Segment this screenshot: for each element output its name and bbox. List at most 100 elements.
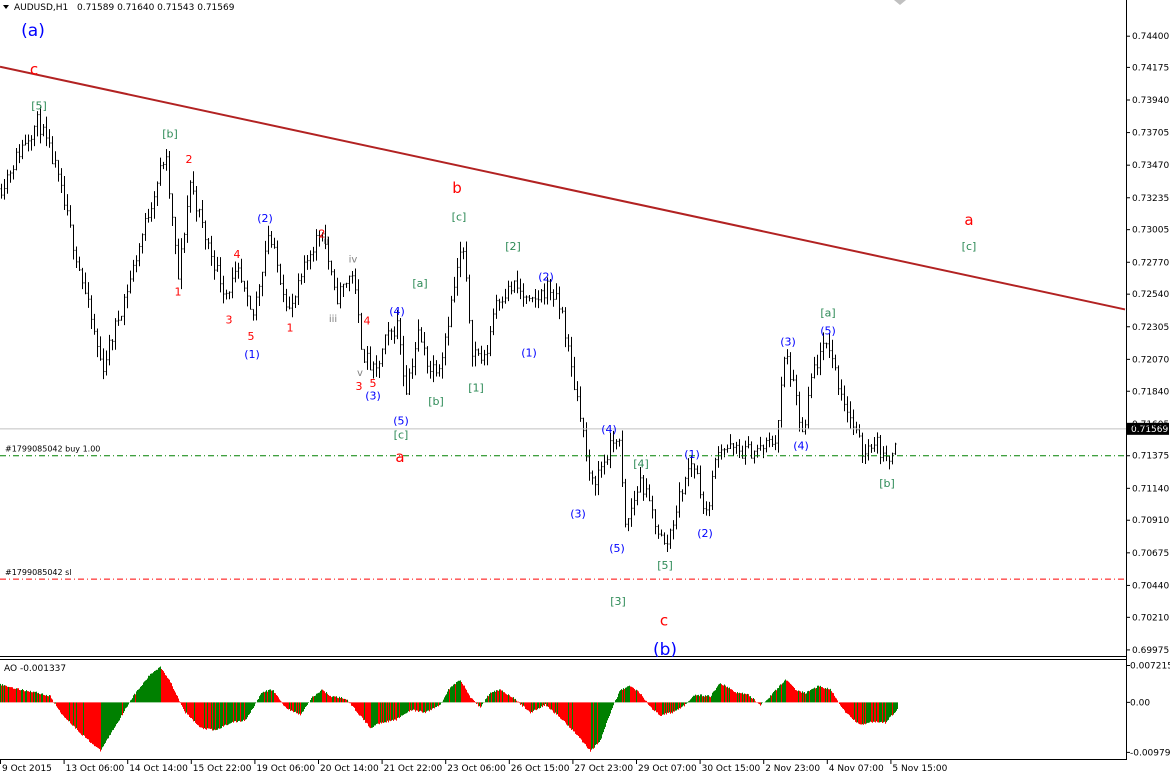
wave-label: (2) (697, 527, 713, 540)
time-tick-label: 14 Oct 14:00 (129, 764, 188, 774)
wave-label: [a] (412, 277, 427, 290)
time-tick-label: 26 Oct 15:00 (511, 764, 570, 774)
time-axis: 9 Oct 2015 13 Oct 06:00 14 Oct 14:00 15 Oct… (0, 760, 948, 774)
order-level-label: #1799085042 buy 1.00 (5, 445, 100, 454)
time-tick-label: 23 Oct 06:00 (447, 764, 506, 774)
wave-label: [c] (962, 240, 977, 253)
symbol-label: AUDUSD,H1 (14, 3, 68, 13)
wave-label: c (660, 612, 668, 630)
ao-tick-label: 0.00 (1130, 698, 1150, 708)
time-tick-label: 2 Nov 23:00 (765, 764, 820, 774)
wave-label: 2 (319, 227, 326, 240)
time-tick-label: 15 Oct 22:00 (193, 764, 252, 774)
time-tick-label: 13 Oct 06:00 (66, 764, 125, 774)
price-tick-label: 0.71140 (1132, 484, 1169, 494)
wave-label: 4 (234, 248, 241, 261)
time-tick-label: 27 Oct 23:00 (574, 764, 633, 774)
time-tick-label: 19 Oct 06:00 (256, 764, 315, 774)
price-tick-label: 0.69975 (1132, 646, 1169, 656)
price-tick-label: 0.72540 (1132, 290, 1169, 300)
wave-label: (b) (653, 640, 677, 660)
wave-label: c (30, 60, 38, 78)
time-tick-label: 29 Oct 07:00 (638, 764, 697, 774)
wave-label: (1) (521, 347, 537, 360)
chart-menu-icon[interactable] (3, 5, 9, 9)
trendline-group (0, 65, 1126, 311)
ao-tick-label: 0.007215 (1130, 661, 1170, 671)
wave-label: (a) (21, 21, 45, 41)
wave-label: [c] (452, 211, 467, 224)
wave-label: v (357, 368, 363, 379)
wave-label: iii (329, 314, 337, 325)
trendline[interactable] (0, 65, 1126, 311)
ao-axis: 0.007215 0.00 -0.009794 (1126, 661, 1170, 758)
price-tick-label: 0.73940 (1132, 96, 1169, 106)
wave-label: (1) (244, 348, 260, 361)
wave-label: (1) (684, 448, 700, 461)
wave-label: (5) (820, 324, 836, 337)
wave-label: (3) (365, 390, 381, 403)
price-tick-label: 0.73235 (1132, 194, 1169, 204)
price-tick-label: 0.73470 (1132, 161, 1169, 171)
price-tick-label: 0.70675 (1132, 549, 1169, 559)
current-price-box (1127, 422, 1169, 435)
wave-label: 5 (248, 330, 255, 343)
wave-label: [c] (394, 428, 409, 441)
price-tick-label: 0.72305 (1132, 323, 1169, 333)
wave-label: [5] (657, 559, 673, 572)
price-tick-label: 0.70210 (1132, 613, 1169, 623)
wave-label: [2] (505, 240, 521, 253)
price-tick-label: 0.70910 (1132, 516, 1169, 526)
time-tick-label: 4 Nov 07:00 (829, 764, 884, 774)
wave-label: [4] (633, 458, 649, 471)
ao-indicator-label: AO -0.001337 (4, 664, 66, 674)
ohlc-values: 0.71589 0.71640 0.71543 0.71569 (77, 3, 235, 13)
wave-label: 1 (175, 286, 182, 299)
candles-group (0, 106, 897, 553)
wave-label: [5] (31, 100, 47, 113)
price-tick-label: 0.71840 (1132, 387, 1169, 397)
wave-label: [a] (820, 306, 835, 319)
wave-label: [1] (468, 381, 484, 394)
wave-label: (5) (609, 542, 625, 555)
wave-label: 5 (370, 377, 377, 390)
price-tick-label: 0.72070 (1132, 355, 1169, 365)
wave-label: 4 (364, 315, 371, 328)
wave-label: a (964, 211, 973, 229)
scroll-marker-icon[interactable] (894, 0, 906, 5)
wave-label: ii (323, 236, 329, 247)
ao-histogram (0, 666, 898, 752)
wave-label: (4) (793, 440, 809, 453)
price-tick-label: 0.71605 (1132, 420, 1169, 430)
wave-label: a (395, 448, 404, 466)
wave-label: (3) (570, 507, 586, 520)
wave-label: (2) (538, 270, 554, 283)
wave-label: b (452, 179, 462, 197)
time-tick-label: 30 Oct 15:00 (702, 764, 761, 774)
wave-label: [3] (610, 595, 626, 608)
price-tick-label: 0.74400 (1132, 32, 1169, 42)
wave-label: 2 (186, 153, 193, 166)
time-tick-label: 9 Oct 2015 (2, 764, 52, 774)
current-price-label: 0.71569 (1131, 425, 1168, 435)
time-tick-label: 5 Nov 15:00 (892, 764, 947, 774)
order-levels-group: 0.71569 #1799085042 buy 1.00 #1799085042 s… (0, 422, 1169, 580)
price-tick-label: 0.74175 (1132, 63, 1169, 73)
wave-label: 3 (356, 380, 363, 393)
wave-label: (3) (780, 335, 796, 348)
order-level-label: #1799085042 sl (5, 568, 72, 577)
wave-label: 1 (287, 322, 294, 335)
wave-label: (2) (257, 212, 273, 225)
price-tick-label: 0.73005 (1132, 226, 1169, 236)
wave-label: (5) (393, 415, 409, 428)
wave-label: (4) (389, 305, 405, 318)
wave-label: [b] (428, 395, 444, 408)
wave-label: [b] (879, 477, 895, 490)
wave-label: iv (349, 254, 358, 265)
price-axis: 0.74400 0.74175 0.73940 0.73705 0.73470 0.732… (1126, 32, 1169, 656)
wave-label: 3 (226, 313, 233, 326)
